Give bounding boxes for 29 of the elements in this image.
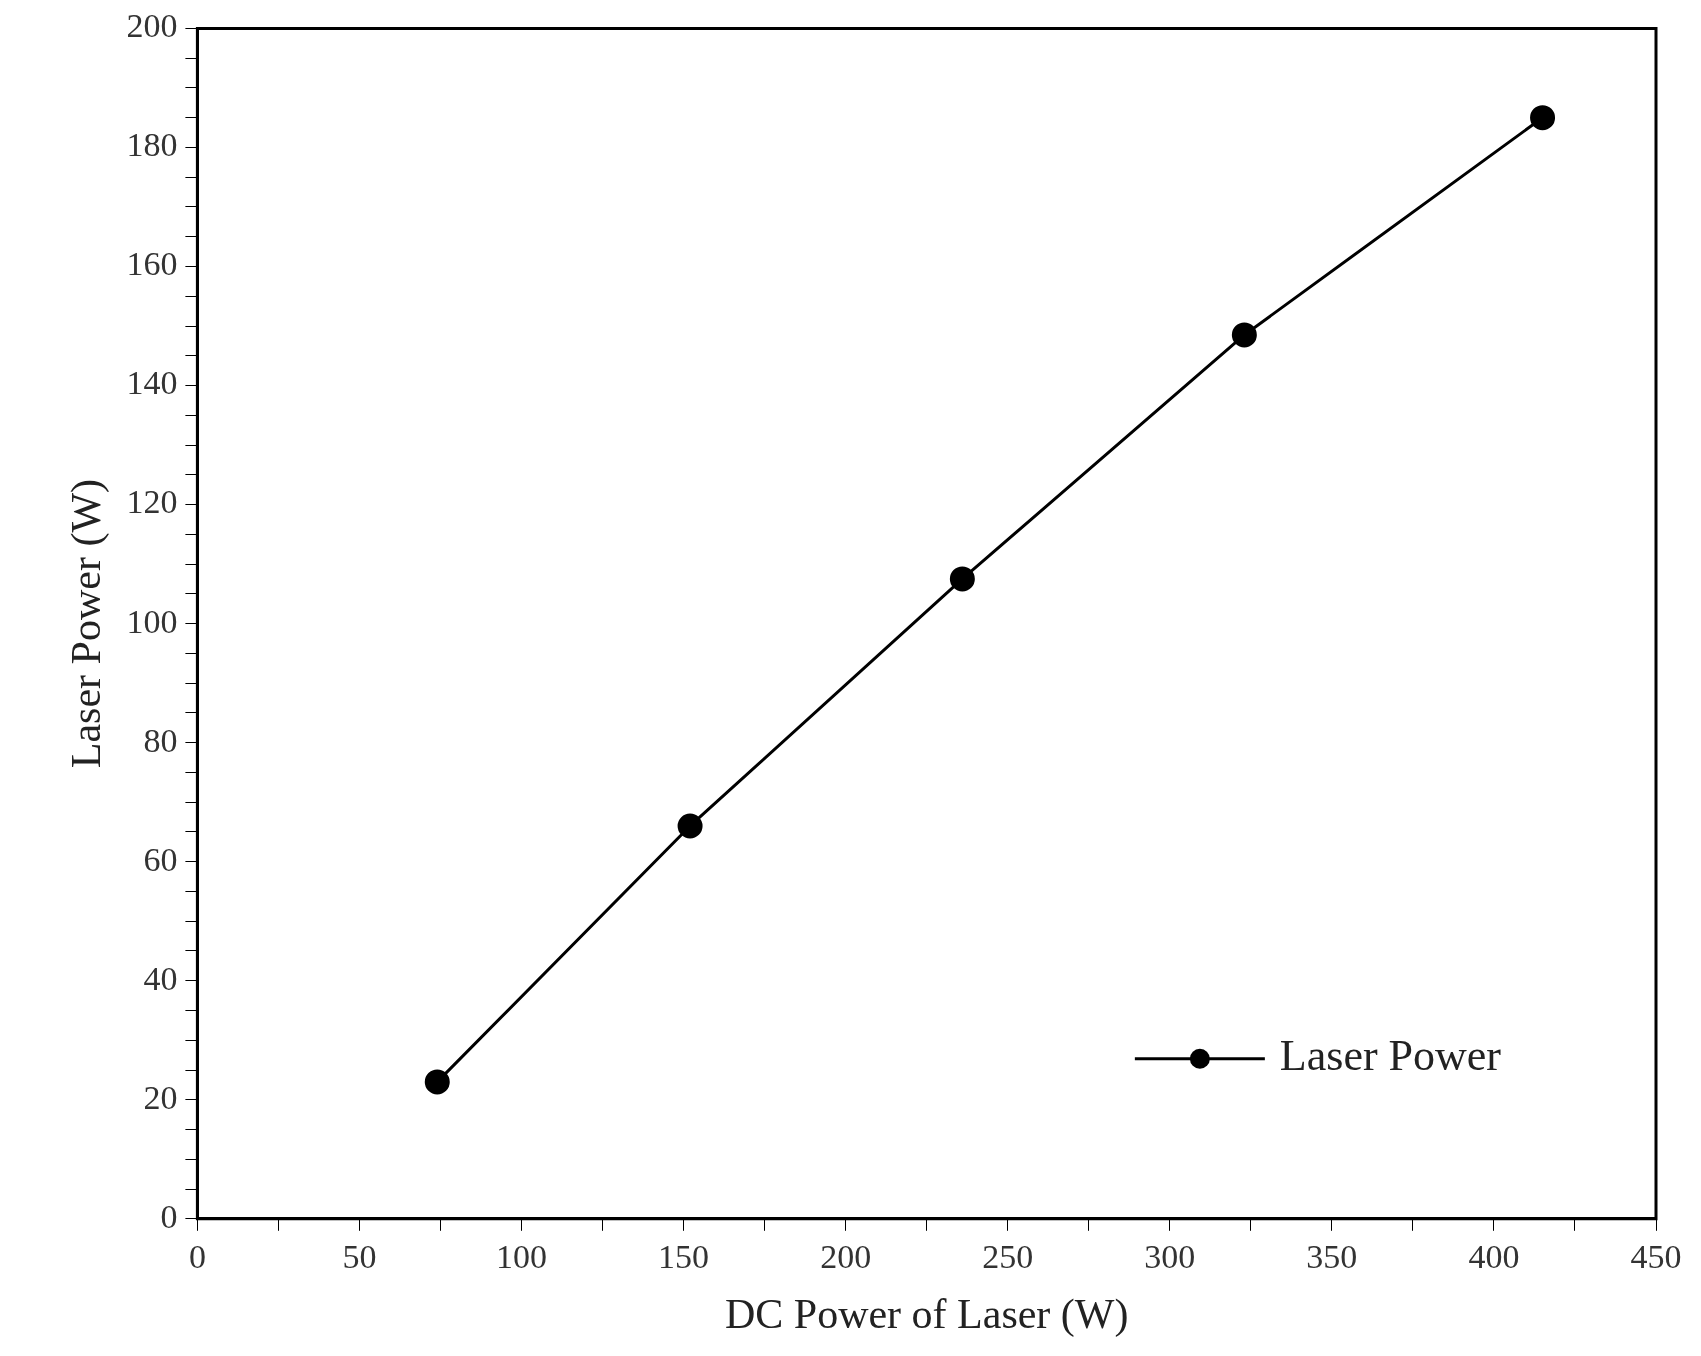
- y-tick-label: 140: [126, 364, 178, 402]
- point: [677, 813, 703, 839]
- x-tick-label: 400: [1468, 1238, 1520, 1276]
- x-tick-label: 150: [658, 1238, 710, 1276]
- x-tick-label: 450: [1630, 1238, 1682, 1276]
- point: [424, 1069, 450, 1095]
- x-tick-label: 200: [820, 1238, 872, 1276]
- y-tick-label: 80: [143, 721, 178, 759]
- x-axis-title: DC Power of Laser (W): [724, 1290, 1129, 1338]
- y-tick-label: 120: [126, 483, 178, 521]
- y-axis-title: Laser Power (W): [63, 479, 111, 769]
- point: [1530, 105, 1556, 131]
- y-tick-label: 40: [143, 959, 178, 997]
- point: [949, 566, 975, 592]
- x-tick-label: 0: [188, 1238, 206, 1276]
- x-tick-label: 350: [1306, 1238, 1358, 1276]
- y-tick-label: 160: [126, 245, 178, 283]
- y-tick-label: 200: [126, 7, 178, 45]
- x-tick-label: 300: [1144, 1238, 1196, 1276]
- y-tick-label: 100: [126, 602, 178, 640]
- x-tick-label: 50: [342, 1238, 377, 1276]
- y-tick-label: 20: [143, 1078, 178, 1116]
- point: [1231, 322, 1257, 348]
- legend-label: Laser Power: [1279, 1031, 1502, 1081]
- y-tick-label: 180: [126, 126, 178, 164]
- x-tick-label: 250: [982, 1238, 1034, 1276]
- y-tick-label: 60: [143, 840, 178, 878]
- x-tick-label: 100: [496, 1238, 548, 1276]
- y-tick-label: 0: [160, 1197, 178, 1235]
